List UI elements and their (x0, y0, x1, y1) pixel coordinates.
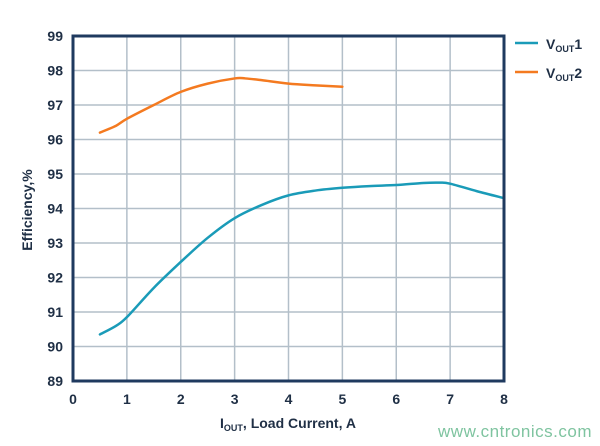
legend-label-1: VOUT1 (546, 36, 582, 54)
x-tick-label: 1 (123, 391, 131, 407)
grid (72, 35, 505, 382)
y-tick-label: 97 (47, 97, 63, 113)
y-tick-label: 95 (47, 166, 63, 182)
series-line-1 (98, 181, 506, 336)
watermark: www.cntronics.com (438, 422, 592, 441)
x-tick-labels: 0 1 2 3 4 5 6 7 8 (69, 391, 508, 407)
plot-frame (71, 34, 506, 383)
y-tick-labels: 89 90 91 92 93 94 95 96 97 98 99 (47, 28, 63, 389)
x-tick-label: 8 (500, 391, 508, 407)
y-axis-label: Efficiency,% (19, 169, 35, 251)
legend-label-2: VOUT2 (546, 65, 582, 83)
series-line-2 (98, 76, 344, 134)
series-lines (98, 76, 506, 336)
y-tick-label: 94 (47, 201, 63, 217)
y-tick-label: 92 (47, 270, 63, 286)
y-tick-label: 90 (47, 339, 63, 355)
y-tick-label: 99 (47, 28, 63, 44)
x-tick-label: 7 (446, 391, 454, 407)
x-axis-label: IOUT, Load Current, A (220, 415, 356, 433)
x-tick-label: 3 (231, 391, 239, 407)
x-tick-label: 6 (392, 391, 400, 407)
y-tick-label: 98 (47, 63, 63, 79)
x-tick-label: 5 (338, 391, 346, 407)
legend: VOUT1 VOUT2 (515, 36, 582, 83)
x-tick-label: 2 (177, 391, 185, 407)
x-tick-label: 0 (69, 391, 77, 407)
x-tick-label: 4 (285, 391, 293, 407)
y-tick-label: 89 (47, 373, 63, 389)
y-tick-label: 96 (47, 132, 63, 148)
y-tick-label: 93 (47, 235, 63, 251)
y-tick-label: 91 (47, 304, 63, 320)
